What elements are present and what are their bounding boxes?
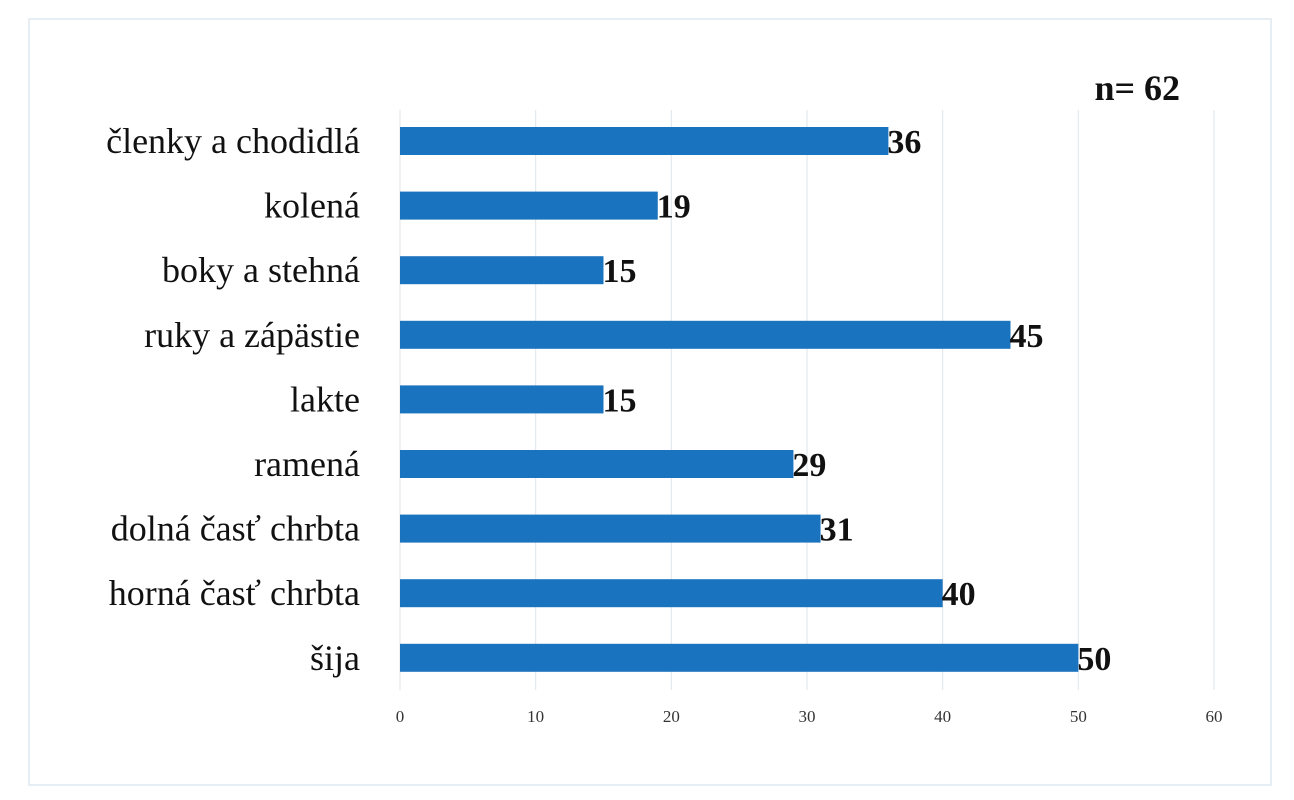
value-label: 50 bbox=[1077, 641, 1111, 678]
category-label: členky a chodidlá bbox=[106, 121, 360, 161]
value-label: 15 bbox=[603, 253, 637, 290]
category-label: ramená bbox=[254, 444, 360, 484]
value-label: 15 bbox=[603, 382, 637, 419]
value-labels: 36 19 15 45 15 29 31 40 50 bbox=[603, 124, 1112, 678]
category-label: kolená bbox=[264, 186, 360, 226]
x-tick-label: 50 bbox=[1070, 707, 1087, 726]
x-axis-ticks: 0 10 20 30 40 50 60 bbox=[396, 707, 1223, 726]
bar bbox=[400, 643, 1079, 672]
bar bbox=[400, 450, 794, 478]
value-label: 45 bbox=[1010, 318, 1044, 355]
bar bbox=[400, 191, 658, 220]
bar bbox=[400, 579, 943, 608]
bar bbox=[400, 385, 604, 414]
category-label: horná časť chrbta bbox=[109, 573, 360, 613]
bar bbox=[400, 320, 1011, 349]
bar-layer bbox=[400, 127, 1079, 672]
x-tick-label: 20 bbox=[663, 707, 680, 726]
value-label: 29 bbox=[792, 447, 826, 484]
x-tick-label: 0 bbox=[396, 707, 405, 726]
value-label: 36 bbox=[887, 124, 921, 161]
bar bbox=[400, 127, 889, 155]
bar bbox=[400, 256, 604, 285]
x-tick-label: 60 bbox=[1206, 707, 1223, 726]
category-label: boky a stehná bbox=[162, 250, 360, 290]
x-tick-label: 30 bbox=[799, 707, 816, 726]
value-label: 19 bbox=[657, 189, 691, 226]
value-label: 31 bbox=[820, 512, 854, 549]
category-label: ruky a zápästie bbox=[144, 315, 360, 355]
x-tick-label: 40 bbox=[934, 707, 951, 726]
value-label: 40 bbox=[942, 576, 976, 613]
category-label: lakte bbox=[290, 379, 360, 419]
category-labels: členky a chodidlá kolená boky a stehná ruky… bbox=[106, 121, 360, 678]
x-tick-label: 10 bbox=[527, 707, 544, 726]
sample-size-annotation: n= 62 bbox=[1094, 68, 1180, 108]
category-label: dolná časť chrbta bbox=[111, 509, 360, 549]
bar bbox=[400, 514, 821, 543]
category-label: šija bbox=[310, 638, 360, 678]
